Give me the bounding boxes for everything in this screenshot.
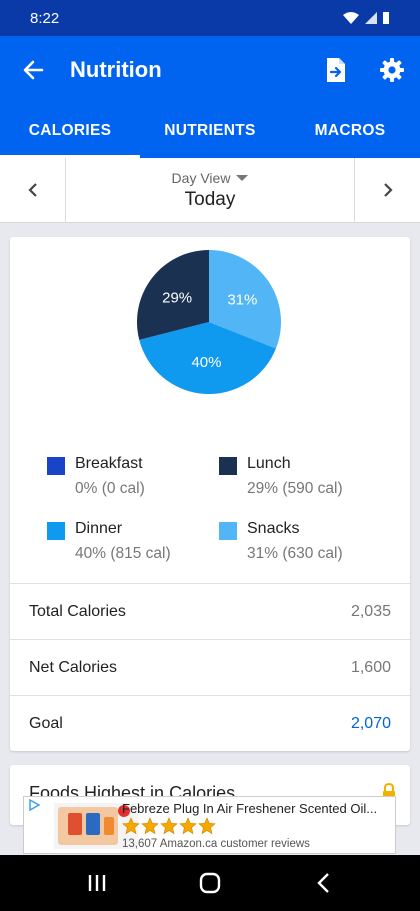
status-icons [342, 11, 390, 25]
goal-value[interactable]: 2,070 [350, 714, 391, 732]
home-icon [199, 872, 221, 894]
current-day-label: Today [184, 188, 236, 210]
total-calories-label: Total Calories [29, 602, 126, 620]
pie-label-dinner: 40% [191, 354, 221, 371]
battery-icon [383, 12, 389, 24]
total-calories-value: 2,035 [350, 602, 391, 620]
home-button[interactable] [180, 855, 240, 911]
arrow-left-icon [23, 60, 44, 80]
pie-slice-snacks [209, 250, 281, 349]
net-calories-label: Net Calories [29, 658, 118, 676]
pie-label-snacks: 31% [227, 291, 257, 308]
legend-swatch [47, 457, 65, 475]
calories-card: 31% 40% 29% Breakfast 0% (0 cal) Lunch 29%… [10, 237, 410, 751]
gear-icon [380, 58, 404, 82]
goal-label: Goal [29, 714, 63, 732]
pie-slice-dinner [139, 322, 276, 394]
status-bar: 8:22 [0, 0, 420, 36]
status-time: 8:22 [30, 9, 60, 27]
recents-icon [88, 875, 105, 891]
view-label: Day View [171, 169, 231, 186]
tab-nutrients[interactable]: NUTRIENTS [164, 122, 256, 139]
ad-reviews: 13,607 Amazon.ca customer reviews [122, 838, 310, 850]
net-calories-value: 1,600 [350, 658, 391, 676]
adchoices-icon [29, 799, 40, 811]
date-selector[interactable]: Day View Today [66, 158, 354, 222]
ad-product-image[interactable] [54, 803, 138, 849]
legend-value: 29% (590 cal) [247, 480, 343, 497]
legend-value: 0% (0 cal) [75, 480, 145, 497]
legend-value: 40% (815 cal) [75, 545, 171, 562]
tab-calories[interactable]: CALORIES [0, 104, 140, 158]
star-icon [122, 817, 140, 835]
chevron-right-icon [383, 183, 393, 197]
legend-swatch [219, 457, 237, 475]
star-icon [160, 817, 178, 835]
next-day-button[interactable] [354, 158, 420, 222]
recent-apps-button[interactable] [67, 855, 127, 911]
pie-svg: 31% 40% 29% [137, 250, 281, 394]
back-button[interactable] [0, 36, 66, 104]
legend-swatch [47, 522, 65, 540]
page-title: Nutrition [70, 57, 162, 82]
legend-name: Dinner [75, 520, 123, 537]
settings-button[interactable] [364, 36, 420, 104]
back-chevron-icon [317, 873, 330, 893]
goal-row[interactable]: Goal 2,070 [10, 695, 410, 751]
caret-down-icon [236, 174, 249, 181]
app-bar: Nutrition [0, 36, 420, 104]
calorie-summary: Total Calories 2,035 Net Calories 1,600 … [10, 583, 410, 751]
signal-icon [365, 12, 377, 24]
wifi-icon [343, 12, 359, 24]
legend-name: Lunch [247, 455, 291, 472]
star-icon [179, 817, 197, 835]
total-calories-row: Total Calories 2,035 [10, 583, 410, 639]
star-icon [141, 817, 159, 835]
previous-day-button[interactable] [0, 158, 66, 222]
tab-macros[interactable]: MACROS [314, 122, 386, 139]
legend-value: 31% (630 cal) [247, 545, 343, 562]
file-export-icon [327, 58, 345, 82]
pie-slice-lunch [137, 250, 209, 340]
legend-name: Snacks [247, 520, 300, 537]
date-navigator: Day View Today [0, 158, 420, 223]
ad-banner[interactable]: Febreze Plug In Air Freshener Scented Oi… [23, 796, 396, 854]
export-button[interactable] [308, 36, 364, 104]
tab-bar: CALORIES NUTRIENTS MACROS [0, 104, 420, 158]
ad-star-rating [122, 817, 216, 835]
system-back-button[interactable] [293, 855, 353, 911]
chevron-left-icon [27, 183, 37, 197]
view-selector[interactable]: Day View [172, 170, 249, 186]
net-calories-row: Net Calories 1,600 [10, 639, 410, 695]
calorie-pie-chart: 31% 40% 29% [136, 249, 282, 395]
legend-name: Breakfast [75, 455, 143, 472]
star-icon [198, 817, 216, 835]
legend-swatch [219, 522, 237, 540]
ad-headline[interactable]: Febreze Plug In Air Freshener Scented Oi… [122, 801, 378, 816]
pie-label-lunch: 29% [162, 289, 192, 306]
system-nav-bar [0, 855, 420, 911]
